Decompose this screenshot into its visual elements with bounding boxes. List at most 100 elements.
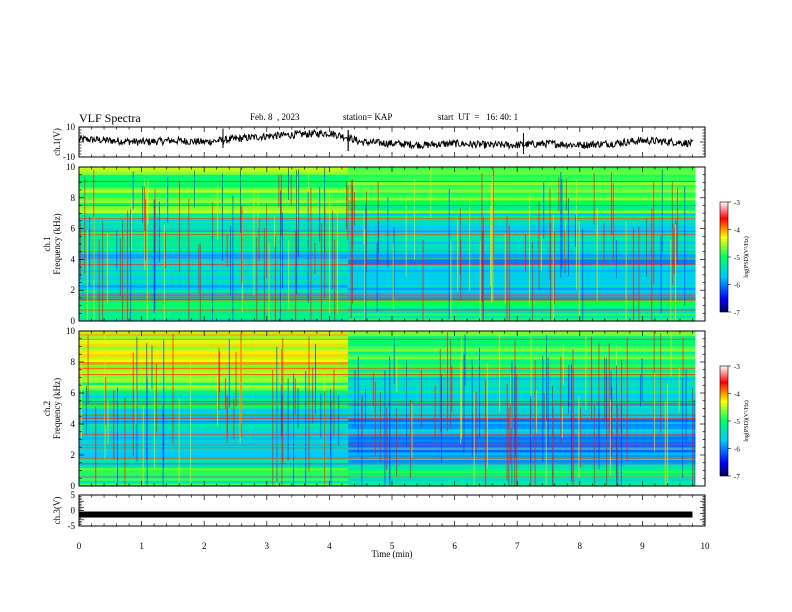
sferic-streak bbox=[308, 336, 310, 472]
spectrogram-band bbox=[79, 359, 349, 363]
spectrogram-band bbox=[79, 452, 349, 456]
sferic-streak bbox=[549, 222, 551, 321]
spectrogram-band bbox=[79, 187, 349, 191]
spectrogram-band bbox=[79, 351, 349, 355]
sferic-streak bbox=[364, 388, 366, 424]
sferic-streak bbox=[664, 401, 666, 486]
spectrogram-band bbox=[348, 393, 696, 397]
spectrogram-band bbox=[79, 398, 349, 402]
spectrogram-band bbox=[79, 354, 349, 358]
spectrogram-band bbox=[348, 184, 696, 189]
narrowband-line bbox=[79, 463, 696, 465]
spectrogram-band bbox=[348, 385, 696, 389]
colorbar-tick-label: -7 bbox=[734, 309, 740, 317]
spectrogram-band bbox=[79, 367, 349, 371]
y-tick-label: 0 bbox=[71, 316, 76, 326]
spectrogram-band bbox=[348, 315, 696, 320]
spectrogram-band bbox=[79, 272, 349, 276]
sferic-streak bbox=[153, 235, 155, 307]
sferic-streak bbox=[274, 215, 276, 247]
spectrogram-band bbox=[348, 200, 696, 204]
sferic-streak bbox=[154, 200, 156, 310]
sferic-streak bbox=[347, 185, 349, 241]
sferic-streak bbox=[297, 176, 299, 230]
spectrogram-band bbox=[79, 405, 349, 410]
sferic-streak bbox=[479, 348, 480, 438]
x-axis-label: Time (min) bbox=[372, 549, 413, 559]
x-tick-label: 3 bbox=[265, 541, 270, 551]
sferic-streak bbox=[144, 199, 146, 261]
colorbar-label: log(PSD)(V²/Hz) bbox=[743, 236, 750, 277]
sferic-streak bbox=[534, 359, 536, 486]
sferic-streak bbox=[354, 369, 356, 428]
sferic-streak bbox=[506, 216, 508, 321]
sferic-streak bbox=[459, 208, 461, 275]
sferic-streak bbox=[682, 377, 684, 479]
spectrogram-band bbox=[79, 372, 349, 376]
spectrogram-band bbox=[348, 231, 696, 235]
sferic-streak bbox=[543, 393, 545, 429]
sferic-streak bbox=[361, 396, 363, 486]
spectrogram-band bbox=[79, 238, 349, 243]
y-tick-label: 0 bbox=[71, 481, 76, 491]
sferic-streak bbox=[670, 240, 672, 321]
spectrogram-band bbox=[79, 377, 349, 381]
sferic-streak bbox=[430, 168, 432, 218]
sferic-streak bbox=[240, 333, 242, 438]
sferic-streak bbox=[570, 364, 572, 482]
sferic-streak bbox=[672, 223, 674, 286]
sferic-streak bbox=[422, 239, 424, 321]
sferic-streak bbox=[116, 230, 118, 269]
sferic-streak bbox=[547, 357, 549, 448]
sferic-streak bbox=[153, 387, 155, 471]
spectrogram-band bbox=[348, 272, 696, 276]
sferic-streak bbox=[320, 393, 322, 438]
sferic-streak bbox=[132, 352, 134, 457]
spectrogram-band bbox=[348, 182, 696, 186]
sferic-streak bbox=[296, 169, 298, 295]
sferic-streak bbox=[357, 356, 359, 455]
spectrogram-band bbox=[348, 333, 696, 337]
spectrogram-band bbox=[79, 259, 349, 263]
spectrogram-band bbox=[79, 167, 349, 171]
sferic-streak bbox=[450, 339, 452, 429]
sferic-streak bbox=[378, 220, 379, 254]
sferic-streak bbox=[621, 359, 623, 436]
sferic-streak bbox=[499, 331, 501, 413]
sferic-streak bbox=[298, 169, 300, 257]
spectrogram-band bbox=[348, 367, 696, 371]
sferic-streak bbox=[230, 225, 231, 296]
sferic-streak bbox=[439, 348, 441, 433]
sferic-streak bbox=[315, 343, 316, 414]
spectrogram-band bbox=[348, 172, 696, 176]
sferic-streak bbox=[338, 394, 340, 446]
sferic-streak bbox=[276, 346, 278, 483]
sferic-streak bbox=[633, 228, 635, 321]
narrowband-line bbox=[79, 230, 696, 232]
narrowband-line bbox=[79, 297, 696, 299]
spectrogram-band bbox=[348, 238, 696, 243]
sferic-streak bbox=[434, 386, 436, 441]
spectrogram-band bbox=[348, 228, 696, 232]
sferic-streak bbox=[239, 339, 241, 443]
spectrogram-band bbox=[348, 444, 696, 448]
narrowband-line bbox=[79, 250, 696, 252]
spectrogram-band bbox=[79, 382, 349, 386]
sferic-streak bbox=[228, 339, 230, 408]
x-tick-label: 9 bbox=[640, 541, 645, 551]
sferic-streak bbox=[392, 242, 394, 310]
spectrogram-band bbox=[79, 169, 349, 173]
sferic-streak bbox=[136, 337, 138, 462]
sferic-streak bbox=[546, 335, 547, 422]
spectrogram-band bbox=[348, 452, 696, 456]
sferic-streak bbox=[280, 174, 282, 236]
spectrogram-band bbox=[348, 218, 696, 222]
spectrogram-band bbox=[79, 223, 349, 227]
spectrogram-band bbox=[79, 478, 349, 482]
spectrogram-band bbox=[79, 470, 349, 474]
spectrogram-band bbox=[79, 465, 349, 469]
spectrogram-band bbox=[348, 405, 696, 410]
spectrogram-band bbox=[79, 277, 349, 281]
sferic-streak bbox=[280, 341, 282, 385]
